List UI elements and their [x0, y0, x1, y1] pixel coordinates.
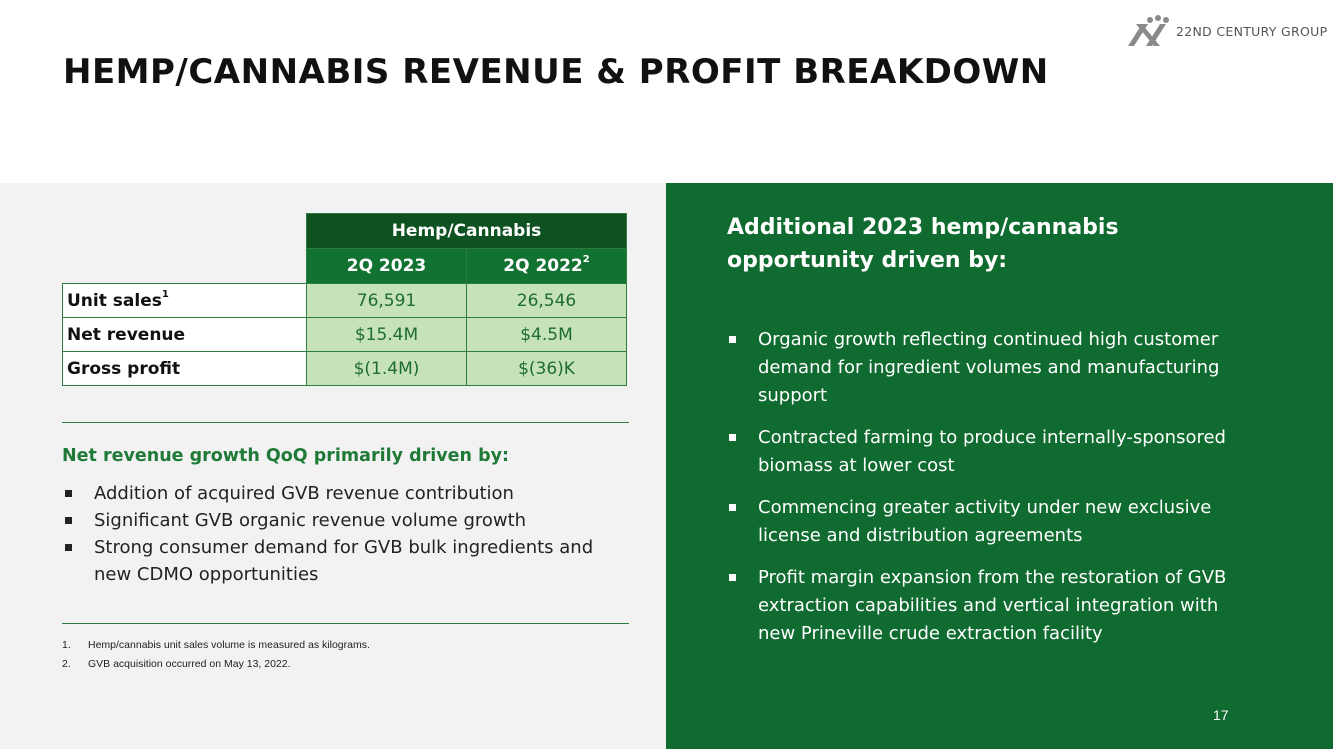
list-item: Significant GVB organic revenue volume g…: [62, 507, 622, 534]
right-bullet-list: Organic growth reflecting continued high…: [727, 326, 1247, 662]
list-item: Organic growth reflecting continued high…: [727, 326, 1247, 410]
table-blank-corner: [63, 249, 307, 284]
row-label: Gross profit: [62, 351, 307, 386]
logo-text: 22ND CENTURY GROUP: [1176, 23, 1328, 39]
list-item: Profit margin expansion from the restora…: [727, 564, 1247, 648]
row-label: Unit sales1: [62, 283, 307, 318]
footnote-divider: [62, 623, 629, 624]
bullet-text: Profit margin expansion from the restora…: [758, 567, 1227, 644]
table-column-header: 2Q 20222: [466, 248, 627, 284]
footnotes: 1. Hemp/cannabis unit sales volume is mea…: [62, 636, 370, 674]
footnote-text: Hemp/cannabis unit sales volume is measu…: [88, 639, 370, 651]
revenue-profit-table: Hemp/Cannabis 2Q 2023 2Q 20222 Unit sale…: [62, 213, 627, 386]
footnote: 2. GVB acquisition occurred on May 13, 20…: [62, 655, 370, 674]
table-column-header-row: 2Q 2023 2Q 20222: [63, 248, 627, 284]
footnote-number: 2.: [62, 658, 71, 670]
section-divider: [62, 422, 629, 423]
bullet-square-icon: [729, 336, 736, 343]
row-footnote-ref: 1: [161, 288, 169, 300]
bullet-text: Contracted farming to produce internally…: [758, 427, 1226, 476]
bullet-text: Strong consumer demand for GVB bulk ingr…: [94, 537, 594, 585]
table-row: Gross profit $(1.4M) $(36)K: [62, 351, 627, 386]
table-row: Unit sales1 76,591 26,546: [62, 283, 627, 318]
page-number: 17: [1213, 707, 1229, 723]
bullet-text: Organic growth reflecting continued high…: [758, 329, 1220, 406]
table-row: Net revenue $15.4M $4.5M: [62, 317, 627, 352]
page-title: HEMP/CANNABIS REVENUE & PROFIT BREAKDOWN: [63, 52, 1049, 92]
bullet-square-icon: [729, 504, 736, 511]
row-label-text: Gross profit: [67, 358, 181, 379]
right-panel-background: [666, 183, 1333, 749]
footnote: 1. Hemp/cannabis unit sales volume is mea…: [62, 636, 370, 655]
table-cell: 26,546: [466, 283, 627, 318]
bullet-square-icon: [729, 574, 736, 581]
column-footnote-ref: 2: [582, 254, 590, 265]
list-item: Addition of acquired GVB revenue contrib…: [62, 480, 622, 507]
bullet-text: Significant GVB organic revenue volume g…: [94, 510, 527, 531]
bullet-square-icon: [729, 434, 736, 441]
table-cell: $4.5M: [466, 317, 627, 352]
footnote-number: 1.: [62, 639, 71, 651]
bullet-square-icon: [65, 517, 72, 524]
table-blank-corner: [63, 214, 307, 249]
list-item: Strong consumer demand for GVB bulk ingr…: [62, 534, 622, 588]
bullet-square-icon: [65, 490, 72, 497]
bullet-text: Addition of acquired GVB revenue contrib…: [94, 483, 514, 504]
table-column-header: 2Q 2023: [306, 248, 467, 284]
table-group-header: Hemp/Cannabis: [306, 213, 627, 249]
row-label-text: Unit sales: [67, 290, 162, 311]
row-label-text: Net revenue: [67, 324, 186, 345]
list-item: Contracted farming to produce internally…: [727, 424, 1247, 480]
list-item: Commencing greater activity under new ex…: [727, 494, 1247, 550]
table-cell: $(1.4M): [306, 351, 467, 386]
logo-mark-icon: [1128, 15, 1169, 46]
table-cell: 76,591: [306, 283, 467, 318]
table-cell: $(36)K: [466, 351, 627, 386]
bullet-text: Commencing greater activity under new ex…: [758, 497, 1212, 546]
table-cell: $15.4M: [306, 317, 467, 352]
table-group-header-row: Hemp/Cannabis: [63, 213, 627, 249]
row-label: Net revenue: [62, 317, 307, 352]
bullet-square-icon: [65, 544, 72, 551]
right-section-heading: Additional 2023 hemp/cannabis opportunit…: [727, 215, 1119, 273]
footnote-text: GVB acquisition occurred on May 13, 2022…: [88, 658, 291, 670]
column-label: 2Q 2022: [503, 256, 583, 276]
left-section-heading: Net revenue growth QoQ primarily driven …: [62, 446, 510, 466]
column-label: 2Q 2023: [346, 256, 427, 276]
left-bullet-list: Addition of acquired GVB revenue contrib…: [62, 480, 622, 588]
company-logo: 22ND CENTURY GROUP: [1126, 14, 1327, 48]
